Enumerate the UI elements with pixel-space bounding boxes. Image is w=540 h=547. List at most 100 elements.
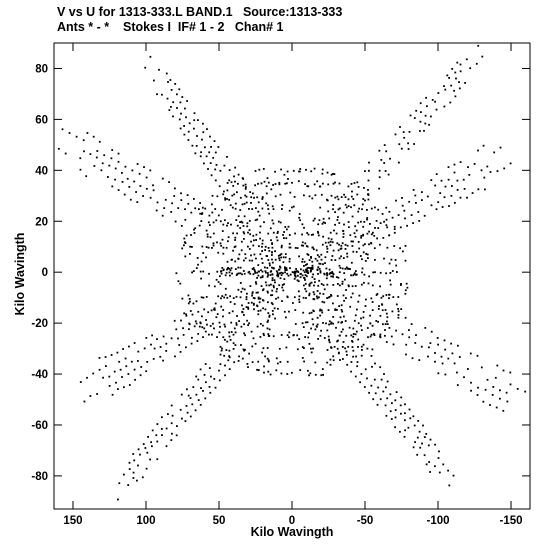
data-point bbox=[306, 185, 309, 188]
data-point bbox=[311, 260, 314, 263]
data-point bbox=[101, 162, 104, 165]
data-point bbox=[279, 272, 281, 275]
data-point bbox=[352, 198, 355, 200]
data-point bbox=[496, 364, 499, 367]
data-point bbox=[214, 179, 217, 182]
data-point bbox=[385, 312, 388, 315]
data-point bbox=[330, 347, 333, 349]
data-point bbox=[180, 199, 183, 201]
y-tick-label: 40 bbox=[35, 165, 48, 177]
data-point bbox=[389, 279, 391, 282]
data-point bbox=[346, 267, 349, 270]
data-point bbox=[365, 253, 368, 255]
data-point bbox=[324, 222, 326, 224]
data-point bbox=[199, 322, 202, 325]
data-point bbox=[267, 259, 270, 261]
data-point bbox=[456, 179, 459, 182]
data-point bbox=[372, 398, 375, 401]
data-point bbox=[191, 313, 194, 316]
data-point bbox=[271, 243, 273, 245]
data-point bbox=[437, 201, 440, 204]
data-point bbox=[361, 258, 363, 261]
data-point bbox=[147, 436, 149, 438]
data-point bbox=[326, 329, 329, 332]
data-point bbox=[339, 267, 342, 269]
data-point bbox=[266, 272, 269, 274]
data-point bbox=[383, 220, 385, 223]
data-point bbox=[215, 164, 218, 166]
data-point bbox=[315, 249, 318, 252]
data-point bbox=[381, 309, 384, 312]
data-point bbox=[259, 253, 262, 256]
data-point bbox=[93, 165, 96, 167]
data-point bbox=[242, 270, 245, 272]
data-point bbox=[184, 420, 187, 422]
data-point bbox=[215, 219, 218, 222]
data-point bbox=[314, 257, 317, 260]
data-point bbox=[257, 296, 260, 299]
data-point bbox=[344, 278, 346, 281]
data-point bbox=[408, 329, 410, 331]
data-point bbox=[379, 222, 382, 224]
data-point bbox=[255, 257, 257, 260]
data-point bbox=[247, 366, 249, 368]
data-point bbox=[300, 268, 302, 271]
data-point bbox=[244, 257, 247, 260]
data-point bbox=[267, 232, 270, 235]
data-point bbox=[151, 445, 153, 448]
data-point bbox=[218, 185, 221, 188]
data-point bbox=[201, 206, 204, 209]
data-point bbox=[297, 274, 299, 277]
data-point bbox=[226, 296, 229, 299]
data-point bbox=[193, 198, 195, 200]
data-point bbox=[356, 365, 359, 368]
data-point bbox=[111, 149, 114, 151]
data-point bbox=[323, 301, 326, 304]
data-point bbox=[234, 331, 237, 334]
data-point bbox=[346, 252, 348, 255]
data-point bbox=[294, 270, 296, 273]
data-point bbox=[304, 279, 306, 281]
data-point bbox=[496, 170, 499, 172]
data-point bbox=[302, 244, 304, 247]
data-point bbox=[251, 291, 254, 294]
data-point bbox=[368, 230, 370, 233]
data-point bbox=[296, 348, 299, 351]
data-point bbox=[418, 430, 421, 433]
data-point bbox=[335, 326, 337, 329]
data-point bbox=[226, 189, 229, 192]
data-point bbox=[283, 237, 285, 239]
data-point bbox=[275, 357, 278, 360]
data-point bbox=[358, 294, 361, 297]
data-point bbox=[188, 328, 190, 331]
data-point bbox=[229, 295, 231, 298]
data-point bbox=[274, 317, 276, 320]
data-point bbox=[197, 119, 199, 121]
data-point bbox=[247, 306, 249, 309]
data-point bbox=[199, 202, 201, 204]
data-point bbox=[234, 245, 237, 248]
data-point bbox=[410, 323, 413, 325]
data-point bbox=[241, 357, 244, 360]
data-point bbox=[278, 183, 281, 186]
data-point bbox=[486, 378, 489, 381]
data-point bbox=[326, 171, 329, 174]
data-point bbox=[232, 297, 235, 299]
data-point bbox=[257, 182, 259, 185]
data-point bbox=[173, 195, 176, 197]
data-point bbox=[451, 68, 454, 70]
data-point bbox=[204, 330, 207, 333]
data-point bbox=[286, 334, 289, 337]
data-point bbox=[209, 391, 212, 394]
data-point bbox=[318, 268, 321, 270]
data-point bbox=[427, 355, 429, 358]
data-point bbox=[324, 262, 326, 264]
data-point bbox=[124, 165, 127, 168]
data-point bbox=[417, 420, 420, 422]
data-point bbox=[217, 146, 220, 148]
data-point bbox=[280, 253, 283, 255]
data-point bbox=[257, 210, 260, 213]
data-point bbox=[321, 222, 324, 225]
data-point bbox=[316, 323, 319, 326]
data-point bbox=[86, 132, 89, 134]
